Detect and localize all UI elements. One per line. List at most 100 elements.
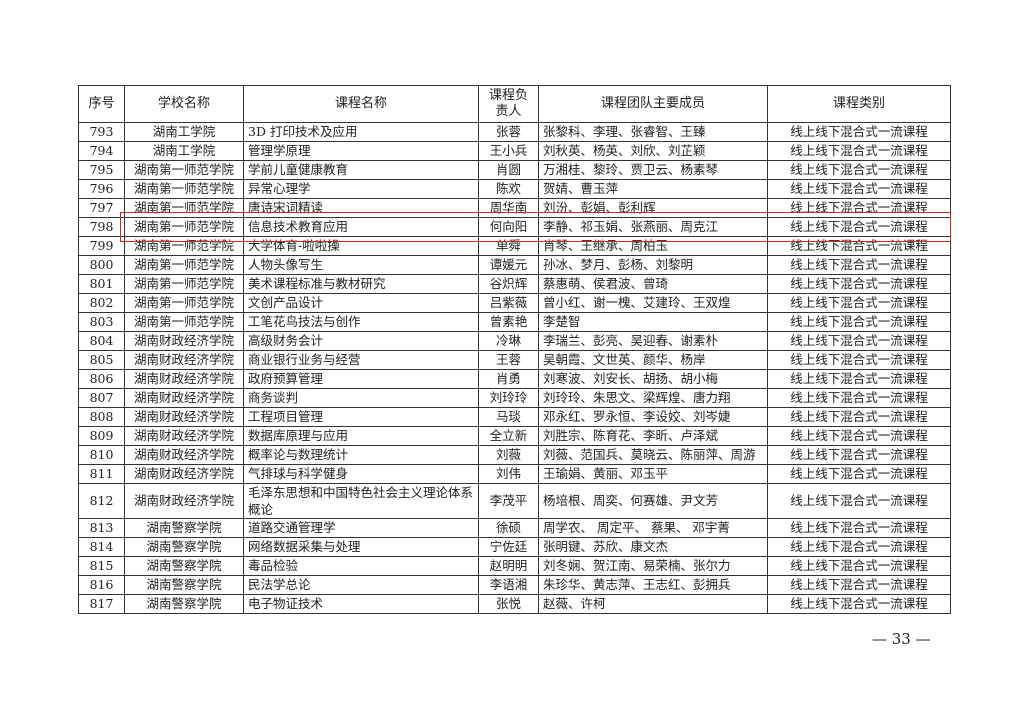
cell-school: 湖南财政经济学院 xyxy=(124,464,244,484)
table-row: 795 湖南第一师范学院 学前儿童健康教育 肖圆 万湘桂、黎玲、贾卫云、杨素琴 线上线下混… xyxy=(78,160,951,180)
cell-course: 网络数据采集与处理 xyxy=(243,537,479,557)
cell-index: 813 xyxy=(78,518,125,538)
cell-index: 794 xyxy=(78,141,125,161)
cell-course: 电子物证技术 xyxy=(243,594,479,614)
cell-members: 李楚智 xyxy=(538,312,768,332)
table-row: 807 湖南财政经济学院 商务谈判 刘玲玲 刘玲玲、朱思文、梁辉煌、唐力翔 线上线下混合式… xyxy=(78,388,951,408)
cell-members: 张明键、苏欣、康文杰 xyxy=(538,537,768,557)
cell-index: 798 xyxy=(78,217,125,237)
cell-course: 政府预算管理 xyxy=(243,369,479,389)
table-row: 796 湖南第一师范学院 异常心理学 陈欢 贺婧、曹玉萍 线上线下混合式一流课程 xyxy=(78,179,951,199)
cell-members: 朱珍华、黄志萍、王志红、彭拥兵 xyxy=(538,575,768,595)
cell-leader: 徐硕 xyxy=(478,518,539,538)
cell-category: 线上线下混合式一流课程 xyxy=(767,160,951,180)
cell-leader: 刘玲玲 xyxy=(478,388,539,408)
table-row: 805 湖南财政经济学院 商业银行业务与经营 王蓉 吴朝霞、文世英、颜华、杨岸 线上线下混… xyxy=(78,350,951,370)
cell-index: 801 xyxy=(78,274,125,294)
cell-school: 湖南工学院 xyxy=(124,141,244,161)
cell-school: 湖南第一师范学院 xyxy=(124,217,244,237)
cell-school: 湖南警察学院 xyxy=(124,518,244,538)
cell-category: 线上线下混合式一流课程 xyxy=(767,369,951,389)
table-row: 797 湖南第一师范学院 唐诗宋词精读 周华南 刘汾、彭娟、彭利辉 线上线下混合式一流课程 xyxy=(78,198,951,218)
cell-school: 湖南第一师范学院 xyxy=(124,236,244,256)
table-row: 816 湖南警察学院 民法学总论 李语湘 朱珍华、黄志萍、王志红、彭拥兵 线上线下混合式一… xyxy=(78,575,951,595)
cell-index: 814 xyxy=(78,537,125,557)
cell-index: 805 xyxy=(78,350,125,370)
cell-leader: 何向阳 xyxy=(478,217,539,237)
cell-course: 工笔花鸟技法与创作 xyxy=(243,312,479,332)
cell-school: 湖南第一师范学院 xyxy=(124,312,244,332)
cell-members: 贺婧、曹玉萍 xyxy=(538,179,768,199)
cell-members: 赵薇、许柯 xyxy=(538,594,768,614)
cell-category: 线上线下混合式一流课程 xyxy=(767,464,951,484)
cell-category: 线上线下混合式一流课程 xyxy=(767,537,951,557)
cell-leader: 宁佐廷 xyxy=(478,537,539,557)
cell-leader: 冷琳 xyxy=(478,331,539,351)
table-row: 813 湖南警察学院 道路交通管理学 徐硕 周学农、 周定平、 蔡果、 邓宇菁 线上线下混… xyxy=(78,518,951,538)
cell-members: 蔡惠萌、侯君波、曾琦 xyxy=(538,274,768,294)
cell-index: 817 xyxy=(78,594,125,614)
cell-course: 异常心理学 xyxy=(243,179,479,199)
cell-category: 线上线下混合式一流课程 xyxy=(767,198,951,218)
cell-leader: 马琰 xyxy=(478,407,539,427)
cell-members: 王瑜娟、黄丽、邓玉平 xyxy=(538,464,768,484)
cell-category: 线上线下混合式一流课程 xyxy=(767,445,951,465)
cell-category: 线上线下混合式一流课程 xyxy=(767,274,951,294)
table-row: 806 湖南财政经济学院 政府预算管理 肖勇 刘寒波、刘安长、胡扬、胡小梅 线上线下混合式… xyxy=(78,369,951,389)
header-members: 课程团队主要成员 xyxy=(538,85,768,123)
course-table: 序号 学校名称 课程名称 课程负责人 课程团队主要成员 课程类别 793 湖南工学… xyxy=(78,85,951,614)
header-course: 课程名称 xyxy=(243,85,479,123)
cell-index: 808 xyxy=(78,407,125,427)
table-header-row: 序号 学校名称 课程名称 课程负责人 课程团队主要成员 课程类别 xyxy=(78,85,951,123)
cell-course: 美术课程标准与教材研究 xyxy=(243,274,479,294)
table-row: 799 湖南第一师范学院 大学体育-啦啦操 单舜 肖琴、王继承、周柏玉 线上线下混合式一流… xyxy=(78,236,951,256)
cell-course: 唐诗宋词精读 xyxy=(243,198,479,218)
table-row: 802 湖南第一师范学院 文创产品设计 吕紫薇 曾小红、谢一槐、艾建玲、王双煌 线上线下混… xyxy=(78,293,951,313)
cell-school: 湖南财政经济学院 xyxy=(124,426,244,446)
cell-school: 湖南工学院 xyxy=(124,122,244,142)
cell-course: 气排球与科学健身 xyxy=(243,464,479,484)
table-row: 801 湖南第一师范学院 美术课程标准与教材研究 谷炽辉 蔡惠萌、侯君波、曾琦 线上线下混… xyxy=(78,274,951,294)
cell-leader: 谭媛元 xyxy=(478,255,539,275)
cell-members: 刘汾、彭娟、彭利辉 xyxy=(538,198,768,218)
cell-category: 线上线下混合式一流课程 xyxy=(767,141,951,161)
table-row: 809 湖南财政经济学院 数据库原理与应用 全立新 刘胜宗、陈育花、李昕、卢泽斌 线上线下… xyxy=(78,426,951,446)
cell-school: 湖南第一师范学院 xyxy=(124,198,244,218)
cell-course: 高级财务会计 xyxy=(243,331,479,351)
cell-leader: 赵明明 xyxy=(478,556,539,576)
cell-school: 湖南财政经济学院 xyxy=(124,350,244,370)
header-leader: 课程负责人 xyxy=(478,85,539,123)
table-row: 812 湖南财政经济学院 毛泽东思想和中国特色社会主义理论体系概论 李茂平 杨培根、周奕… xyxy=(78,483,951,519)
cell-leader: 全立新 xyxy=(478,426,539,446)
cell-course: 学前儿童健康教育 xyxy=(243,160,479,180)
cell-school: 湖南第一师范学院 xyxy=(124,179,244,199)
cell-category: 线上线下混合式一流课程 xyxy=(767,122,951,142)
cell-school: 湖南第一师范学院 xyxy=(124,274,244,294)
cell-members: 李静、祁玉娟、张燕丽、周克江 xyxy=(538,217,768,237)
cell-course: 管理学原理 xyxy=(243,141,479,161)
table-row: 793 湖南工学院 3D 打印技术及应用 张蓉 张黎科、李理、张睿智、王臻 线上线下混合式… xyxy=(78,122,951,142)
cell-course: 商业银行业务与经营 xyxy=(243,350,479,370)
header-index: 序号 xyxy=(78,85,125,123)
cell-leader: 谷炽辉 xyxy=(478,274,539,294)
table-row: 810 湖南财政经济学院 概率论与数理统计 刘薇 刘薇、范国兵、莫晓云、陈丽萍、周游 线上… xyxy=(78,445,951,465)
cell-leader: 李茂平 xyxy=(478,483,539,519)
cell-course: 人物头像写生 xyxy=(243,255,479,275)
cell-category: 线上线下混合式一流课程 xyxy=(767,217,951,237)
cell-school: 湖南第一师范学院 xyxy=(124,293,244,313)
cell-school: 湖南财政经济学院 xyxy=(124,388,244,408)
cell-members: 刘胜宗、陈育花、李昕、卢泽斌 xyxy=(538,426,768,446)
cell-members: 邓永红、罗永恒、李设姣、刘岑婕 xyxy=(538,407,768,427)
cell-index: 796 xyxy=(78,179,125,199)
cell-index: 797 xyxy=(78,198,125,218)
cell-leader: 肖勇 xyxy=(478,369,539,389)
cell-category: 线上线下混合式一流课程 xyxy=(767,179,951,199)
cell-school: 湖南第一师范学院 xyxy=(124,255,244,275)
table-row: 798 湖南第一师范学院 信息技术教育应用 何向阳 李静、祁玉娟、张燕丽、周克江 线上线下… xyxy=(78,217,951,237)
cell-category: 线上线下混合式一流课程 xyxy=(767,407,951,427)
cell-index: 795 xyxy=(78,160,125,180)
header-school: 学校名称 xyxy=(124,85,244,123)
cell-category: 线上线下混合式一流课程 xyxy=(767,575,951,595)
cell-members: 肖琴、王继承、周柏玉 xyxy=(538,236,768,256)
cell-school: 湖南财政经济学院 xyxy=(124,445,244,465)
